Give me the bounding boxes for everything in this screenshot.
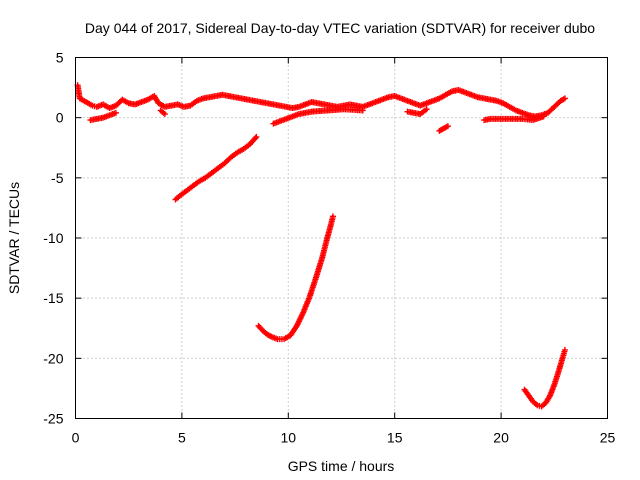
y-tick-label: -15 xyxy=(43,290,63,306)
series-trough-22h xyxy=(521,346,568,410)
y-tick-label: 0 xyxy=(56,110,64,126)
x-tick-label: 20 xyxy=(493,430,509,446)
data-point xyxy=(161,111,168,118)
data-point xyxy=(252,135,259,142)
data-point xyxy=(561,346,568,353)
y-axis-title: SDTVAR / TECUs xyxy=(6,182,22,294)
x-axis-title: GPS time / hours xyxy=(288,458,395,474)
series-small-dip-17h xyxy=(436,123,451,134)
data-points xyxy=(74,82,568,410)
y-tick-label: -5 xyxy=(51,170,64,186)
y-tick-label: 5 xyxy=(56,50,64,66)
plot-frame xyxy=(75,57,608,419)
data-point xyxy=(444,123,451,130)
x-tick-label: 10 xyxy=(281,430,297,446)
data-point xyxy=(561,95,568,102)
series-trough-10h xyxy=(255,213,336,343)
series-band-near-zero xyxy=(74,82,568,120)
x-tick-label: 5 xyxy=(178,430,186,446)
data-point xyxy=(423,106,430,113)
data-point xyxy=(329,213,336,220)
y-tick-labels: 5 0 -5 -10 -15 -20 -25 xyxy=(43,50,63,427)
x-tick-labels: 0 5 10 15 20 25 xyxy=(72,430,616,446)
data-point xyxy=(540,113,547,120)
x-tick-label: 25 xyxy=(600,430,616,446)
data-point xyxy=(112,109,119,116)
series-descent-5-8h xyxy=(172,133,260,203)
y-tick-label: -10 xyxy=(43,230,63,246)
chart-title: Day 044 of 2017, Sidereal Day-to-day VTE… xyxy=(85,20,595,36)
x-tick-label: 15 xyxy=(387,430,403,446)
y-tick-label: -25 xyxy=(43,411,63,427)
y-tick-label: -20 xyxy=(43,350,63,366)
x-tick-label: 0 xyxy=(72,430,80,446)
data-point xyxy=(253,133,260,140)
data-point xyxy=(359,107,366,114)
series-band-lower-edge xyxy=(87,106,547,127)
